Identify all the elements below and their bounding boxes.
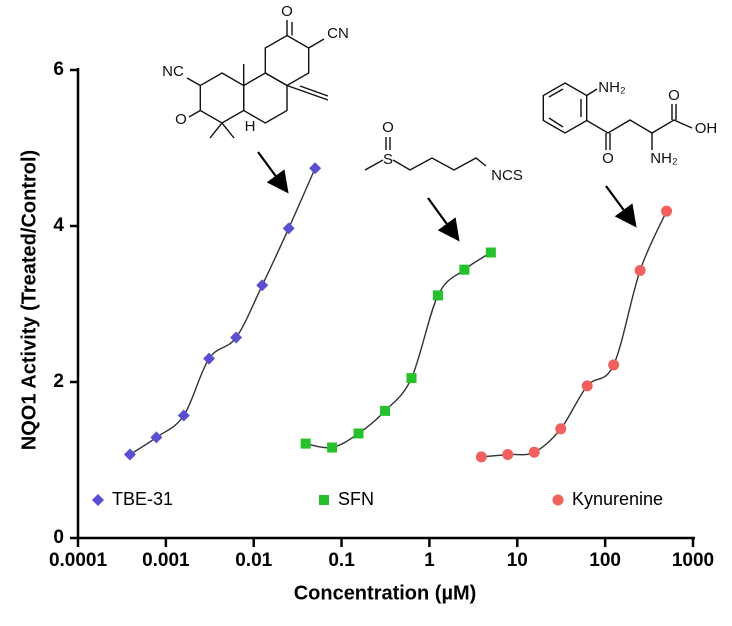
legend-marker bbox=[92, 494, 104, 506]
y-tick-label: 6 bbox=[53, 59, 64, 80]
atom-label: O bbox=[382, 119, 394, 136]
data-point bbox=[432, 290, 443, 301]
atom-label: O bbox=[602, 150, 614, 167]
atom-label: NH₂ bbox=[598, 79, 626, 96]
fit-curve bbox=[305, 251, 492, 449]
legend-label: Kynurenine bbox=[572, 489, 663, 509]
y-tick-label: 4 bbox=[53, 215, 64, 236]
x-tick-label: 1 bbox=[424, 550, 435, 571]
data-point bbox=[634, 264, 646, 276]
data-point bbox=[502, 449, 514, 461]
atom-label: OH bbox=[695, 120, 718, 137]
atom-label: NC bbox=[162, 63, 184, 80]
data-point bbox=[485, 247, 496, 258]
structure-tbe31: NC O CN O H bbox=[162, 3, 349, 139]
y-tick-label: 0 bbox=[53, 527, 64, 548]
legend-marker bbox=[552, 494, 564, 506]
data-point bbox=[459, 264, 470, 275]
data-point bbox=[150, 431, 163, 444]
x-tick-label: 0.0001 bbox=[49, 550, 108, 571]
data-point bbox=[203, 352, 216, 365]
atom-label: O bbox=[281, 3, 293, 20]
arrows bbox=[257, 151, 637, 242]
data-point bbox=[256, 279, 269, 292]
atom-label: S bbox=[383, 151, 393, 168]
x-tick-label: 100 bbox=[589, 550, 621, 571]
legend-marker bbox=[319, 495, 329, 505]
data-point bbox=[282, 222, 295, 235]
atom-label: NH₂ bbox=[650, 150, 678, 167]
data-point bbox=[555, 423, 567, 435]
x-tick-label: 1000 bbox=[672, 550, 714, 571]
legend-label: TBE-31 bbox=[112, 489, 173, 509]
x-tick-label: 10 bbox=[507, 550, 528, 571]
data-point bbox=[608, 359, 620, 371]
x-tick-label: 0.001 bbox=[142, 550, 190, 571]
data-point bbox=[581, 380, 593, 392]
fit-curve bbox=[129, 167, 316, 456]
data-point bbox=[230, 331, 243, 344]
x-tick-label: 0.1 bbox=[328, 550, 355, 571]
data-point bbox=[380, 405, 391, 416]
atom-label: CN bbox=[327, 25, 349, 42]
structure-kynurenine: NH₂ O O OH NH₂ bbox=[542, 79, 718, 167]
data-point bbox=[327, 442, 338, 453]
y-axis-title: NQO1 Activity (Treated/Control) bbox=[18, 150, 40, 450]
data-point bbox=[309, 162, 322, 175]
data-point bbox=[406, 373, 417, 384]
legend-label: SFN bbox=[338, 489, 374, 509]
data-point bbox=[353, 428, 364, 439]
atom-label: O bbox=[668, 87, 680, 104]
axes: 0 2 4 6 0.0001 0.001 0.01 0.1 1 10 100 1000 bbox=[49, 59, 714, 571]
data-point bbox=[475, 451, 487, 463]
data-point bbox=[300, 438, 311, 449]
atom-label: NCS bbox=[491, 167, 523, 184]
data-point bbox=[123, 448, 136, 461]
fit-curve bbox=[481, 210, 668, 458]
structure-sfn: S O NCS bbox=[364, 119, 523, 184]
data-point bbox=[661, 205, 673, 217]
atom-label: O bbox=[175, 111, 187, 128]
x-tick-label: 0.01 bbox=[235, 550, 272, 571]
y-tick-label: 2 bbox=[53, 371, 64, 392]
data-point bbox=[177, 409, 190, 422]
atom-label: H bbox=[245, 118, 256, 135]
data-point bbox=[528, 446, 540, 458]
x-axis-title: Concentration (µM) bbox=[294, 582, 477, 604]
